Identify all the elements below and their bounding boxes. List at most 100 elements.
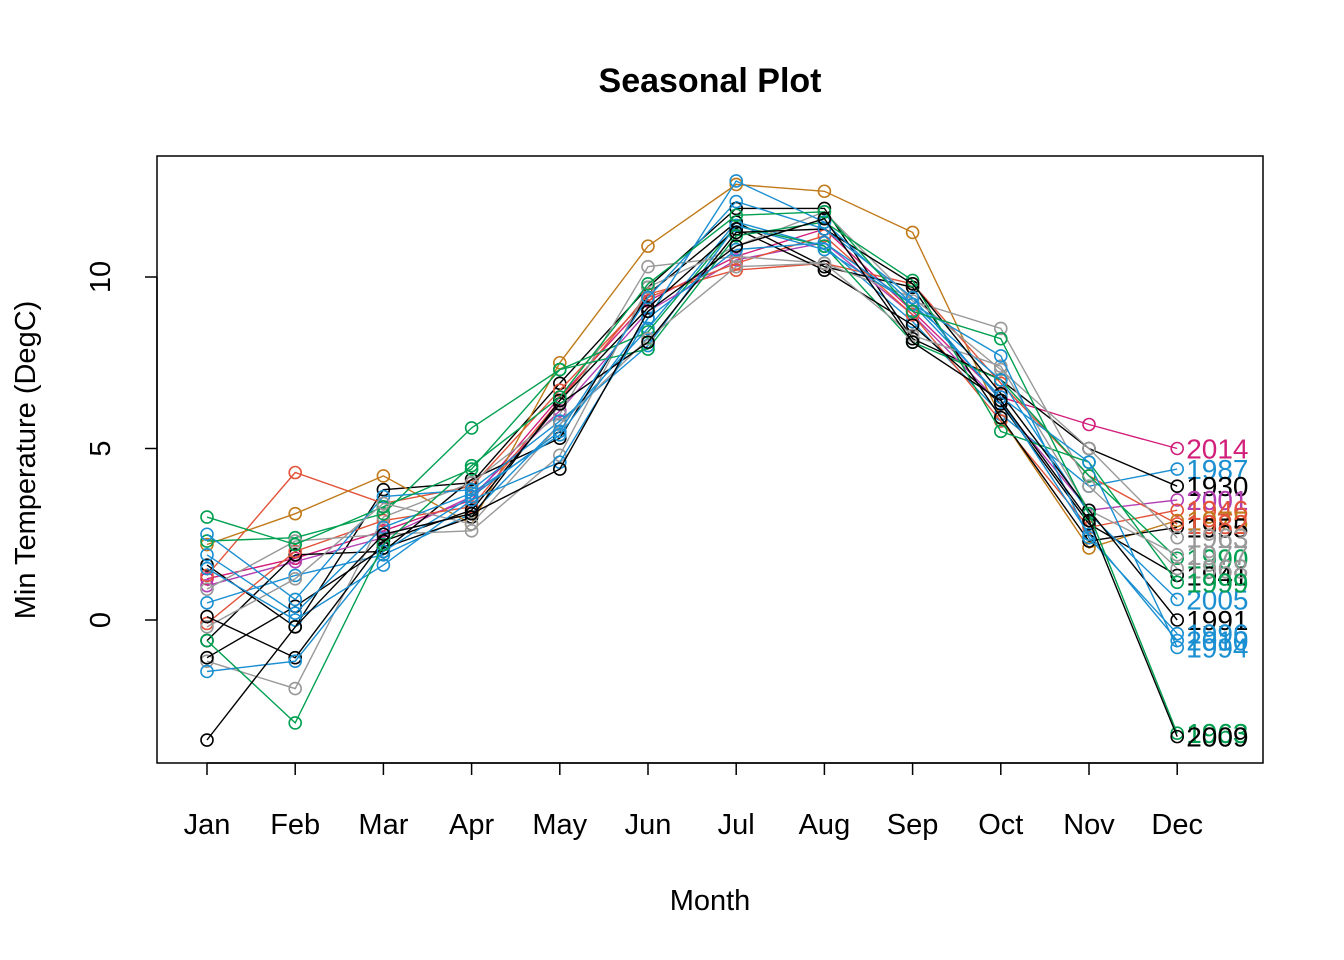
series-line bbox=[206, 221, 1178, 642]
data-point bbox=[200, 537, 214, 552]
series-1987 bbox=[200, 215, 1184, 610]
series-1963 bbox=[200, 249, 1184, 696]
y-tick-label: 0 bbox=[85, 612, 117, 628]
data-point bbox=[552, 424, 567, 439]
data-point bbox=[376, 520, 391, 535]
data-point bbox=[464, 506, 479, 521]
data-point bbox=[200, 510, 214, 524]
data-point bbox=[641, 335, 655, 349]
series-1994 bbox=[200, 174, 1184, 655]
data-point bbox=[1170, 548, 1184, 562]
series-1996 bbox=[200, 235, 1184, 641]
data-point bbox=[817, 211, 832, 226]
data-point bbox=[464, 458, 479, 473]
data-point bbox=[464, 524, 479, 538]
data-point bbox=[288, 620, 303, 634]
data-point bbox=[729, 174, 744, 188]
series-end-label: 1982 bbox=[1186, 509, 1248, 540]
series-line bbox=[206, 221, 1178, 583]
data-point bbox=[905, 304, 920, 319]
data-point bbox=[1170, 575, 1184, 590]
data-point bbox=[288, 592, 303, 607]
series-end-label: 1955 bbox=[1186, 512, 1248, 543]
data-point bbox=[1082, 513, 1096, 528]
data-point bbox=[200, 733, 214, 747]
data-point bbox=[641, 280, 655, 295]
x-tick-label: May bbox=[532, 809, 587, 841]
series-end-label: 1946 bbox=[1186, 495, 1248, 526]
data-point bbox=[993, 410, 1008, 425]
data-point bbox=[729, 194, 744, 209]
data-point bbox=[376, 527, 391, 542]
data-point bbox=[905, 318, 920, 332]
data-point bbox=[376, 469, 391, 483]
data-point bbox=[200, 558, 214, 572]
data-point bbox=[376, 524, 391, 538]
data-point bbox=[993, 331, 1008, 346]
x-tick-label: Apr bbox=[449, 809, 494, 841]
data-point bbox=[729, 263, 744, 277]
series-end-label: 1987 bbox=[1186, 454, 1248, 485]
data-point bbox=[1082, 441, 1096, 456]
data-point bbox=[1170, 530, 1184, 545]
data-point bbox=[1170, 729, 1184, 744]
series-line bbox=[206, 262, 1178, 628]
data-point bbox=[1170, 441, 1184, 456]
data-point bbox=[288, 572, 303, 586]
series-line bbox=[206, 183, 1178, 549]
data-point bbox=[288, 716, 303, 730]
data-point bbox=[729, 253, 744, 267]
data-point bbox=[200, 620, 214, 634]
x-axis-label: Month bbox=[670, 885, 751, 917]
data-point bbox=[817, 235, 832, 250]
y-tick-label: 5 bbox=[85, 440, 117, 456]
data-point bbox=[905, 331, 920, 346]
series-layer bbox=[200, 174, 1184, 747]
data-point bbox=[729, 256, 744, 271]
data-point bbox=[1170, 493, 1184, 507]
data-point bbox=[905, 225, 920, 240]
x-tick-label: Nov bbox=[1063, 809, 1115, 841]
series-2014 bbox=[200, 222, 1184, 586]
data-point bbox=[288, 506, 303, 521]
data-point bbox=[464, 517, 479, 531]
data-point bbox=[288, 568, 303, 583]
data-point bbox=[817, 242, 832, 257]
data-point bbox=[200, 596, 214, 610]
data-point bbox=[376, 558, 391, 572]
data-point bbox=[288, 606, 303, 620]
data-point bbox=[200, 609, 214, 624]
data-point bbox=[288, 654, 303, 668]
data-point bbox=[1082, 479, 1096, 494]
data-point bbox=[993, 376, 1008, 391]
data-point bbox=[993, 349, 1008, 363]
series-end-label: 1930 bbox=[1186, 471, 1248, 502]
data-point bbox=[200, 548, 214, 562]
data-point bbox=[1082, 530, 1096, 545]
x-axis: Jan Feb Mar Apr May Jun Jul Aug Sep Oct Nov Dec bbox=[184, 762, 1203, 841]
data-point bbox=[993, 373, 1008, 387]
y-axis-label: Min Temperature (DegC) bbox=[10, 301, 42, 620]
data-point bbox=[641, 304, 655, 319]
series-end-label: 2010 bbox=[1186, 626, 1248, 657]
data-point bbox=[817, 205, 832, 219]
data-point bbox=[817, 184, 832, 199]
data-point bbox=[200, 633, 214, 648]
data-point bbox=[200, 654, 214, 668]
data-point bbox=[1082, 455, 1096, 470]
data-point bbox=[464, 472, 479, 487]
series-line bbox=[206, 217, 1178, 741]
data-point bbox=[552, 390, 567, 404]
data-point bbox=[641, 290, 655, 305]
series-2009 bbox=[200, 211, 1184, 747]
series-end-label: 1991 bbox=[1186, 605, 1248, 636]
data-point bbox=[1170, 613, 1184, 627]
data-point bbox=[552, 427, 567, 442]
data-point bbox=[376, 510, 391, 524]
chart-title: Seasonal Plot bbox=[599, 62, 822, 100]
data-point bbox=[200, 582, 214, 596]
data-point bbox=[1170, 551, 1184, 566]
series-end-label: 1977 bbox=[1186, 540, 1248, 571]
data-point bbox=[641, 277, 655, 291]
